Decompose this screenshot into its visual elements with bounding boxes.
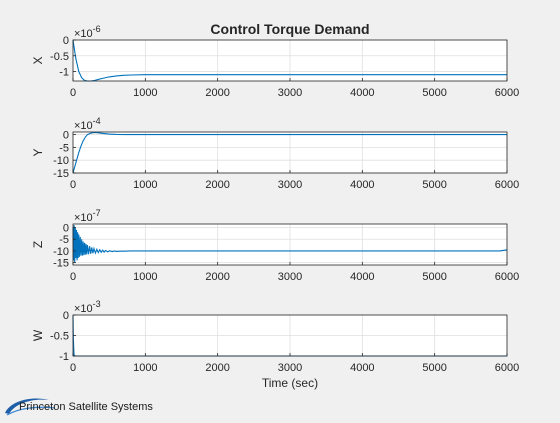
x-tick-label: 0 <box>70 362 76 374</box>
x-tick-label: 3000 <box>278 179 302 191</box>
y-tick-label: -1 <box>59 351 69 363</box>
x-tick-label: 5000 <box>422 179 446 191</box>
y-axis-label: Z <box>31 241 45 248</box>
series-line <box>72 225 508 263</box>
exponent-power: -3 <box>93 299 101 309</box>
y-tick-label: -15 <box>53 258 69 270</box>
x-tick-label: 2000 <box>205 87 229 99</box>
x-tick-label: 4000 <box>350 179 374 191</box>
y-tick-label: -10 <box>53 246 69 258</box>
swoosh-logo-icon <box>5 398 56 416</box>
subplot-x: 0 1000 2000 3000 4000 5000 6000 0 -0.5 -1 ×10-6 X <box>31 24 519 99</box>
x-tick-label: 4000 <box>350 87 374 99</box>
x-tick-label: 4000 <box>350 362 374 374</box>
figure-title: Control Torque Demand <box>210 21 369 37</box>
exponent-label: ×10-6 <box>74 24 101 40</box>
y-axis-label: X <box>31 56 45 64</box>
x-tick-label: 0 <box>70 271 76 283</box>
x-tick-label: 3000 <box>278 362 302 374</box>
x-tick-label: 6000 <box>495 87 519 99</box>
x-tick-label: 5000 <box>422 362 446 374</box>
y-axis-label: Y <box>31 148 45 156</box>
exponent-label: ×10-7 <box>74 208 101 224</box>
series-line <box>72 39 507 82</box>
y-tick-label: 0 <box>63 130 69 142</box>
x-tick-label: 3000 <box>278 271 302 283</box>
y-tick-label: -15 <box>53 168 69 180</box>
y-tick-label: -0.5 <box>50 331 69 343</box>
x-tick-label: 6000 <box>495 179 519 191</box>
x-tick-label: 5000 <box>422 87 446 99</box>
y-tick-label: -0.5 <box>50 51 69 63</box>
subplots: 0 1000 2000 3000 4000 5000 6000 0 -0.5 -1 ×10-6 X 0 1… <box>31 24 519 390</box>
y-tick-label: -1 <box>59 67 69 79</box>
series-line <box>72 131 507 174</box>
x-tick-label: 1000 <box>133 179 157 191</box>
brand-logo <box>3 394 163 418</box>
x-tick-label: 1000 <box>133 362 157 374</box>
x-axis-label: Time (sec) <box>262 376 318 390</box>
y-tick-label: -10 <box>53 155 69 167</box>
x-tick-label: 1000 <box>133 271 157 283</box>
subplot-w: 0 1000 2000 3000 4000 5000 6000 0 -0.5 -1 ×10-3 W Ti… <box>31 299 519 390</box>
x-tick-label: 1000 <box>133 87 157 99</box>
exponent-power: -4 <box>93 116 101 126</box>
y-tick-label: 0 <box>63 35 69 47</box>
brand-name: Princeton Satellite Systems <box>19 401 153 413</box>
x-tick-label: 0 <box>70 87 76 99</box>
x-tick-label: 0 <box>70 179 76 191</box>
exponent-label: ×10-4 <box>74 116 101 132</box>
exponent-power: -7 <box>93 208 101 218</box>
x-tick-label: 2000 <box>205 271 229 283</box>
exponent-power: -6 <box>93 24 101 34</box>
x-tick-label: 4000 <box>350 271 374 283</box>
y-tick-label: 0 <box>63 223 69 235</box>
exponent-label: ×10-3 <box>74 299 101 315</box>
y-tick-label: -5 <box>59 234 69 246</box>
x-tick-label: 5000 <box>422 271 446 283</box>
x-tick-label: 3000 <box>278 87 302 99</box>
y-tick-label: 0 <box>63 310 69 322</box>
x-tick-label: 6000 <box>495 362 519 374</box>
y-axis-label: W <box>31 329 45 341</box>
y-tick-label: -5 <box>59 142 69 154</box>
x-tick-label: 6000 <box>495 271 519 283</box>
x-tick-label: 2000 <box>205 179 229 191</box>
x-tick-label: 2000 <box>205 362 229 374</box>
